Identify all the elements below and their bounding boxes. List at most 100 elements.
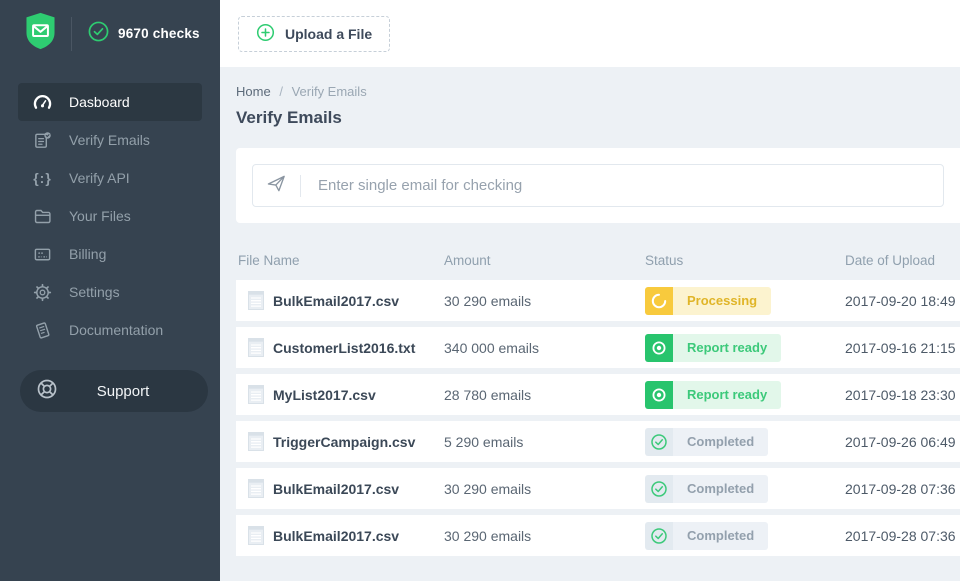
file-name: BulkEmail2017.csv	[273, 292, 400, 309]
table-row[interactable]: MyList2017.csv 28 780 emails Report read…	[236, 374, 960, 415]
status-icon	[645, 380, 673, 409]
table-row[interactable]: BulkEmail2017.csv 30 290 emails Processi…	[236, 280, 960, 321]
sidebar-item-billing[interactable]: Billing	[18, 235, 202, 273]
file-cell: BulkEmail2017.csv	[248, 479, 444, 498]
check-circle-icon	[88, 21, 118, 47]
checks-count: 9670 checks	[118, 26, 200, 41]
credit-card-icon	[33, 245, 52, 264]
status-icon	[645, 427, 673, 456]
file-icon	[248, 385, 264, 404]
status-label: Processing	[673, 286, 772, 315]
main-area: Upload a File Home / Verify Emails Verif…	[220, 0, 960, 581]
single-email-input[interactable]	[318, 177, 943, 194]
header-file-name: File Name	[238, 253, 300, 268]
header-amount: Amount	[444, 253, 491, 268]
logo-row: 9670 checks	[0, 0, 220, 67]
sidebar-item-label: Settings	[69, 284, 120, 300]
sidebar: 9670 checks Dasboard	[0, 0, 220, 581]
file-cell: CustomerList2016.txt	[248, 338, 444, 357]
dot-circle-icon	[652, 341, 666, 354]
sidebar-item-your-files[interactable]: Your Files	[18, 197, 202, 235]
scroll-icon	[33, 321, 52, 340]
table-row[interactable]: BulkEmail2017.csv 30 290 emails Complete…	[236, 468, 960, 509]
file-name: TriggerCampaign.csv	[273, 433, 416, 450]
sidebar-nav: Dasboard Verify Emails {:} Verify API	[0, 83, 220, 349]
sidebar-item-label: Billing	[69, 246, 107, 262]
amount-cell: 30 290 emails	[444, 292, 532, 309]
document-check-icon	[33, 131, 52, 150]
sidebar-item-verify-emails[interactable]: Verify Emails	[18, 121, 202, 159]
table-row[interactable]: BulkEmail2017.csv 30 290 emails Complete…	[236, 515, 960, 556]
shield-envelope-logo[interactable]	[24, 11, 57, 56]
date-cell: 2017-09-20 18:49	[845, 292, 956, 309]
breadcrumb: Home / Verify Emails	[236, 84, 960, 99]
support-button[interactable]: Support	[20, 370, 208, 412]
file-name: BulkEmail2017.csv	[273, 527, 400, 544]
date-cell: 2017-09-26 06:49	[845, 433, 956, 450]
amount-cell: 28 780 emails	[444, 386, 532, 403]
file-name: MyList2017.csv	[273, 386, 376, 403]
check-circle-icon	[651, 480, 667, 497]
status-icon	[645, 286, 673, 315]
file-icon	[248, 338, 264, 357]
amount-cell: 30 290 emails	[444, 527, 532, 544]
file-cell: MyList2017.csv	[248, 385, 444, 404]
status-badge: Completed	[645, 427, 769, 456]
sidebar-item-documentation[interactable]: Documentation	[18, 311, 202, 349]
braces-icon: {:}	[33, 170, 52, 186]
date-cell: 2017-09-16 21:15	[845, 339, 956, 356]
table-row[interactable]: CustomerList2016.txt 340 000 emails Repo…	[236, 327, 960, 368]
file-icon	[248, 526, 264, 545]
file-icon	[248, 479, 264, 498]
status-badge: Completed	[645, 474, 769, 503]
sidebar-item-dashboard[interactable]: Dasboard	[18, 83, 202, 121]
table-header: File Name Amount Status Date of Upload	[236, 241, 960, 280]
sidebar-item-label: Verify API	[69, 170, 130, 186]
breadcrumb-separator: /	[279, 84, 283, 99]
upload-file-button[interactable]: Upload a File	[238, 15, 391, 52]
amount-cell: 5 290 emails	[444, 433, 524, 450]
single-email-input-wrap	[252, 164, 944, 207]
status-badge: Report ready	[645, 380, 782, 409]
header-status: Status	[645, 253, 684, 268]
check-circle-icon	[651, 527, 667, 544]
sidebar-item-settings[interactable]: Settings	[18, 273, 202, 311]
file-cell: BulkEmail2017.csv	[248, 526, 444, 545]
check-circle-icon	[651, 433, 667, 450]
table-row[interactable]: TriggerCampaign.csv 5 290 emails Complet…	[236, 421, 960, 462]
date-cell: 2017-09-18 23:30	[845, 386, 956, 403]
folder-icon	[33, 207, 52, 226]
amount-cell: 340 000 emails	[444, 339, 539, 356]
file-icon	[248, 432, 264, 451]
status-icon	[645, 333, 673, 362]
breadcrumb-current: Verify Emails	[291, 84, 367, 99]
file-name: CustomerList2016.txt	[273, 339, 416, 356]
file-name: BulkEmail2017.csv	[273, 480, 400, 497]
sidebar-item-label: Dasboard	[69, 94, 130, 110]
input-divider	[300, 174, 301, 197]
breadcrumb-home[interactable]: Home	[236, 84, 271, 99]
dot-circle-icon	[652, 388, 666, 401]
amount-cell: 30 290 emails	[444, 480, 532, 497]
status-badge: Processing	[645, 286, 772, 315]
upload-file-label: Upload a File	[285, 25, 373, 42]
sidebar-item-label: Verify Emails	[69, 132, 150, 148]
single-email-card	[236, 148, 960, 223]
status-icon	[645, 474, 673, 503]
status-label: Completed	[673, 427, 769, 456]
sidebar-item-label: Your Files	[69, 208, 131, 224]
status-label: Completed	[673, 521, 769, 550]
checks-badge: 9670 checks	[88, 21, 200, 47]
lifebuoy-icon	[36, 378, 58, 405]
file-cell: TriggerCampaign.csv	[248, 432, 444, 451]
status-badge: Completed	[645, 521, 769, 550]
date-cell: 2017-09-28 07:36	[845, 527, 956, 544]
topbar: Upload a File	[220, 0, 960, 67]
file-cell: BulkEmail2017.csv	[248, 291, 444, 310]
status-badge: Report ready	[645, 333, 782, 362]
sidebar-item-verify-api[interactable]: {:} Verify API	[18, 159, 202, 197]
paper-plane-icon[interactable]	[266, 173, 287, 199]
files-table: File Name Amount Status Date of Upload B…	[236, 241, 960, 556]
date-cell: 2017-09-28 07:36	[845, 480, 956, 497]
